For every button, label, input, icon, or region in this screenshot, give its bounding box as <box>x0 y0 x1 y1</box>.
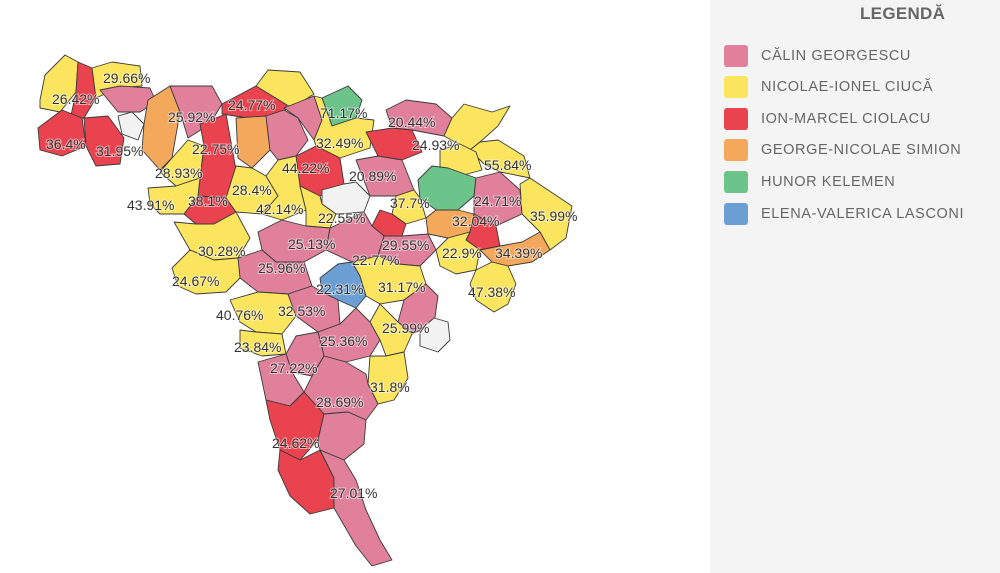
county-map-svg: 29.66%26.42% 36.4% 31.95% 25.92% 24.77% 71.17… <box>37 54 578 567</box>
county-percentage-label: 22.31% <box>316 281 363 297</box>
county-percentage-label: 55.84% <box>484 157 531 173</box>
county-percentage-label: 31.8% <box>370 379 410 395</box>
county-region[interactable] <box>287 285 341 333</box>
county-region[interactable] <box>419 317 451 353</box>
county-percentage-label: 71.17% <box>320 105 367 121</box>
county-percentage-label: 30.28% <box>198 243 245 259</box>
county-percentage-label: 24.71% <box>474 193 521 209</box>
county-percentage-label: 25.99% <box>382 320 429 336</box>
county-region[interactable] <box>299 185 337 229</box>
legend-swatch <box>724 171 748 193</box>
county-percentage-label: 28.69% <box>316 394 363 410</box>
legend-swatch <box>724 203 748 225</box>
county-region[interactable] <box>255 69 315 109</box>
county-percentage-label: 26.42% <box>52 91 99 107</box>
county-percentage-label: 32.53% <box>278 303 325 319</box>
county-percentage-label: 37.7% <box>390 195 430 211</box>
county-percentage-label: 24.93% <box>412 137 459 153</box>
county-region[interactable] <box>317 411 367 461</box>
county-percentage-label: 24.77% <box>228 97 275 113</box>
county-percentage-label: 42.14% <box>256 201 303 217</box>
county-percentage-label: 25.92% <box>168 109 215 125</box>
county-region[interactable] <box>83 115 125 167</box>
county-region[interactable] <box>265 109 309 161</box>
legend-label: HUNOR KELEMEN <box>761 174 896 190</box>
legend-swatch <box>724 45 748 67</box>
county-percentage-label: 20.44% <box>388 114 435 130</box>
county-percentage-label: 32.49% <box>316 135 363 151</box>
legend-swatch <box>724 76 748 98</box>
legend-title: LEGENDĂ <box>860 4 946 23</box>
county-percentage-label: 25.36% <box>320 333 367 349</box>
legend-swatch <box>724 108 748 130</box>
county-region[interactable] <box>229 291 297 335</box>
legend-item-lasconi: ELENA-VALERICA LASCONI <box>724 202 964 226</box>
county-region[interactable] <box>469 139 531 179</box>
legend-item-ciolacu: ION-MARCEL CIOLACU <box>724 107 931 131</box>
election-map: 29.66% 26.42% 36.4% 31.95% 25.92% 24.77% 71.17… <box>37 54 578 567</box>
county-region[interactable] <box>369 303 413 357</box>
county-percentage-label: 27.22% <box>270 360 317 376</box>
county-percentage-label: 22.75% <box>192 141 239 157</box>
legend-swatch <box>724 139 748 161</box>
county-percentage-label: 27.01% <box>330 485 377 501</box>
county-percentage-label: 43.91% <box>127 197 174 213</box>
county-percentage-label: 31.17% <box>378 279 425 295</box>
county-percentage-label: 25.96% <box>258 260 305 276</box>
county-percentage-label: 29.55% <box>382 237 429 253</box>
county-percentage-label: 24.62% <box>272 435 319 451</box>
county-percentage-label: 28.4% <box>232 182 272 198</box>
county-percentage-label: 36.4% <box>46 136 86 152</box>
county-region[interactable] <box>469 261 517 313</box>
county-percentage-label: 40.76% <box>216 307 263 323</box>
county-region[interactable] <box>443 103 511 151</box>
county-percentage-label: 31.95% <box>96 143 143 159</box>
county-percentage-label: 20.89% <box>349 168 396 184</box>
legend-label: ELENA-VALERICA LASCONI <box>761 206 965 222</box>
legend-label: NICOLAE-IONEL CIUCĂ <box>761 79 934 95</box>
legend-item-simion: GEORGE-NICOLAE SIMION <box>724 138 961 162</box>
county-percentage-label: 25.13% <box>288 236 335 252</box>
county-region[interactable] <box>235 115 271 169</box>
county-percentage-label: 22.77% <box>352 252 399 268</box>
county-percentage-label: 22.9% <box>442 245 482 261</box>
county-percentage-label: 29.66% <box>103 70 150 86</box>
county-percentage-label: 44.22% <box>282 160 329 176</box>
legend-item-georgescu: CĂLIN GEORGESCU <box>724 44 911 68</box>
county-region[interactable] <box>519 177 573 251</box>
legend-item-kelemen: HUNOR KELEMEN <box>724 170 895 194</box>
county-region[interactable] <box>171 249 241 295</box>
legend-label: GEORGE-NICOLAE SIMION <box>761 142 962 158</box>
legend-panel: LEGENDĂ CĂLIN GEORGESCU NICOLAE-IONEL CI… <box>710 0 1000 573</box>
county-percentage-label: 34.39% <box>495 245 542 261</box>
legend-item-ciuca: NICOLAE-IONEL CIUCĂ <box>724 75 933 99</box>
legend-label: CĂLIN GEORGESCU <box>761 48 911 64</box>
county-region[interactable] <box>117 111 145 141</box>
county-percentage-label: 28.93% <box>155 165 202 181</box>
legend-label: ION-MARCEL CIOLACU <box>761 111 931 127</box>
county-percentage-label: 24.67% <box>172 273 219 289</box>
county-percentage-label: 32.04% <box>452 213 499 229</box>
county-percentage-label: 47.38% <box>468 284 515 300</box>
county-region[interactable] <box>313 95 375 159</box>
county-percentage-label: 35.99% <box>530 208 577 224</box>
county-percentage-label: 22.55% <box>318 210 365 226</box>
county-region[interactable] <box>319 449 393 567</box>
county-region[interactable] <box>473 171 523 227</box>
county-percentage-label: 38.1% <box>188 193 228 209</box>
county-percentage-label: 23.84% <box>234 339 281 355</box>
